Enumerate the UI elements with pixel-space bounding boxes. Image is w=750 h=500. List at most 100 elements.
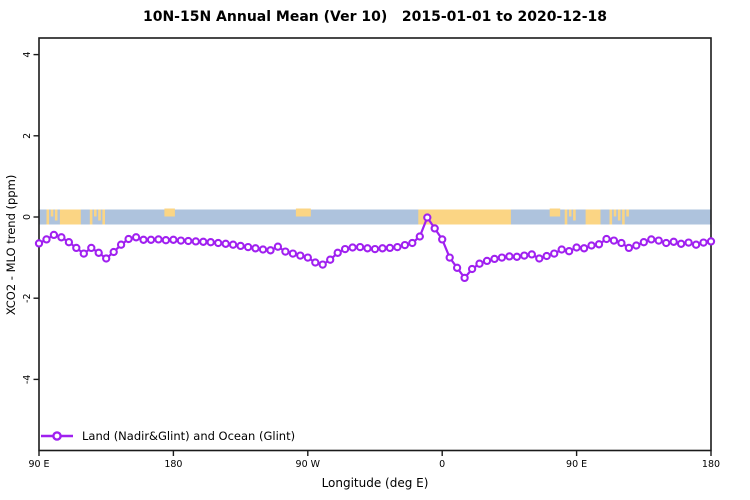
data-point-marker — [662, 238, 671, 248]
data-point-marker — [512, 252, 522, 261]
x-tick-label: 90 E — [28, 459, 49, 470]
data-point-marker — [527, 250, 536, 259]
data-point-marker — [296, 251, 305, 260]
data-point-marker — [393, 242, 402, 252]
data-point-marker — [505, 252, 514, 261]
x-tick-label: 180 — [164, 459, 182, 470]
data-point-marker — [617, 238, 626, 248]
data-point-marker — [542, 251, 551, 261]
data-point-marker — [340, 244, 350, 254]
land-segment — [613, 209, 617, 217]
data-point-marker — [594, 240, 604, 249]
data-point-marker — [124, 234, 133, 244]
land-segment — [164, 208, 175, 217]
plot-frame — [38, 37, 712, 452]
data-point-marker — [116, 240, 126, 249]
data-point-marker — [42, 235, 51, 244]
data-point-marker — [587, 241, 596, 250]
land-segment — [89, 209, 93, 225]
data-point-marker — [579, 244, 589, 253]
data-point-marker — [79, 249, 88, 258]
data-point-marker — [102, 254, 111, 263]
data-point-marker — [243, 242, 253, 252]
data-point-marker — [161, 236, 171, 245]
data-point-marker — [333, 248, 342, 257]
land-segment — [418, 209, 511, 225]
data-point-marker — [482, 256, 492, 266]
x-axis-label: Longitude (deg E) — [321, 476, 429, 490]
land-segment — [94, 209, 97, 217]
land-segment — [564, 209, 568, 225]
data-point-marker — [266, 246, 275, 255]
y-tick-label: -2 — [22, 293, 33, 302]
data-point-marker — [49, 230, 59, 240]
data-point-marker — [214, 238, 223, 248]
data-point-marker — [408, 238, 417, 248]
data-point-marker — [684, 238, 693, 247]
land-segment — [549, 208, 561, 217]
x-tick-label: 90 E — [566, 459, 587, 470]
data-point-marker — [706, 237, 716, 246]
data-point-marker — [258, 245, 268, 254]
data-point-marker — [452, 263, 462, 272]
data-point-marker — [378, 244, 387, 253]
legend-label: Land (Nadir&Glint) and Ocean (Glint) — [82, 429, 296, 443]
data-point-marker — [191, 237, 200, 246]
data-point-marker — [400, 240, 410, 250]
land-segment — [46, 209, 50, 225]
data-point-marker — [676, 239, 686, 248]
chart-title: 10N-15N Annual Mean (Ver 10) 2015-01-01 … — [142, 9, 608, 25]
data-point-marker — [438, 235, 447, 244]
data-point-marker — [363, 244, 372, 253]
data-point-marker — [564, 247, 574, 256]
data-point-marker — [355, 242, 365, 252]
land-segment — [617, 209, 621, 221]
x-tick-label: 180 — [702, 459, 720, 470]
data-point-marker — [348, 243, 357, 252]
data-point-marker — [184, 236, 193, 246]
data-point-marker — [490, 254, 499, 264]
data-point-marker — [311, 258, 320, 267]
data-point-marker — [303, 253, 312, 262]
land-segment — [54, 209, 58, 221]
data-point-marker — [497, 253, 507, 262]
legend: Land (Nadir&Glint) and Ocean (Glint) — [40, 429, 295, 443]
data-point-marker — [154, 235, 163, 244]
data-point-marker — [199, 237, 208, 246]
land-segment — [622, 209, 625, 225]
land-segment — [609, 209, 613, 225]
y-tick-label: 0 — [22, 214, 33, 220]
data-point-marker — [520, 251, 529, 260]
land-segment — [295, 208, 311, 217]
data-point-marker — [550, 249, 559, 258]
data-point-marker — [415, 232, 424, 241]
land-segment — [59, 209, 81, 225]
land-segment — [573, 209, 576, 221]
land-segment — [50, 209, 54, 217]
data-point-marker — [423, 213, 432, 222]
data-point-marker — [251, 244, 260, 253]
data-point-marker — [221, 239, 230, 248]
data-point-marker — [699, 238, 708, 247]
data-point-marker — [602, 234, 611, 244]
data-point-marker — [176, 236, 186, 245]
data-point-marker — [385, 243, 395, 253]
data-point-marker — [475, 259, 484, 268]
data-point-marker — [236, 241, 245, 251]
data-point-marker — [109, 247, 118, 257]
zero-band-ocean — [39, 209, 711, 225]
x-tick-label: 0 — [439, 459, 445, 470]
data-point-marker — [639, 238, 648, 247]
data-point-marker — [609, 236, 619, 245]
data-point-marker — [691, 240, 701, 249]
y-tick-label: -4 — [22, 375, 33, 384]
data-point-marker — [654, 236, 663, 245]
data-point-marker — [146, 235, 156, 244]
data-point-marker — [169, 235, 178, 244]
land-segment — [568, 209, 572, 217]
land-segment — [626, 209, 629, 217]
data-point-marker — [87, 243, 96, 253]
data-point-marker — [624, 243, 634, 253]
data-point-marker — [273, 242, 283, 251]
